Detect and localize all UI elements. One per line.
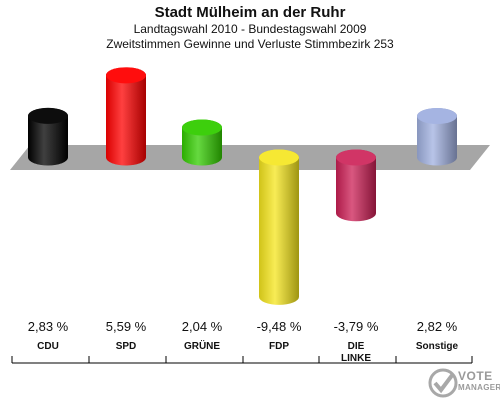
value-label: -3,79 % [334, 319, 379, 334]
vote-check-icon [428, 368, 458, 398]
category-label: LINKE [341, 353, 371, 364]
category-label: GRÜNE [184, 339, 220, 352]
bar-spd [106, 67, 146, 166]
value-label: 2,82 % [417, 319, 458, 334]
chart-subtitle-1: Landtagswahl 2010 - Bundestagswahl 2009 [133, 22, 367, 36]
bar-die-linke [336, 149, 376, 222]
chart-titles: Stadt Mülheim an der Ruhr Landtagswahl 2… [0, 4, 500, 52]
bar-cap-spd [106, 67, 146, 84]
vote-manager-logo: VOTE MANAGER [428, 368, 500, 400]
value-label: 5,59 % [106, 319, 147, 334]
bar-cap-die-linke [336, 149, 376, 166]
chart-subtitle-2: Zweitstimmen Gewinne und Verluste Stimmb… [106, 37, 394, 51]
category-label: DIE [348, 341, 365, 352]
category-label: Sonstige [416, 341, 459, 352]
category-label: SPD [116, 341, 137, 352]
chart-title: Stadt Mülheim an der Ruhr [154, 4, 346, 21]
category-label: FDP [269, 341, 289, 352]
bar-cap-sonstige [417, 108, 457, 125]
category-label: CDU [37, 341, 59, 352]
value-label: 2,83 % [28, 319, 69, 334]
value-labels-group: 2,83 % 5,59 % 2,04 % -9,48 % -3,79 % 2,82 % [28, 319, 458, 334]
bar-fdp [259, 149, 299, 305]
bar-cap-grüne [182, 119, 222, 136]
logo-line-1: VOTE [458, 369, 493, 383]
bar-cap-cdu [28, 107, 68, 124]
value-label: 2,04 % [182, 319, 223, 334]
value-label: -9,48 % [257, 319, 302, 334]
bar-cap-fdp [259, 149, 299, 166]
bars-group [28, 67, 457, 305]
logo-line-2: MANAGER [458, 383, 500, 392]
